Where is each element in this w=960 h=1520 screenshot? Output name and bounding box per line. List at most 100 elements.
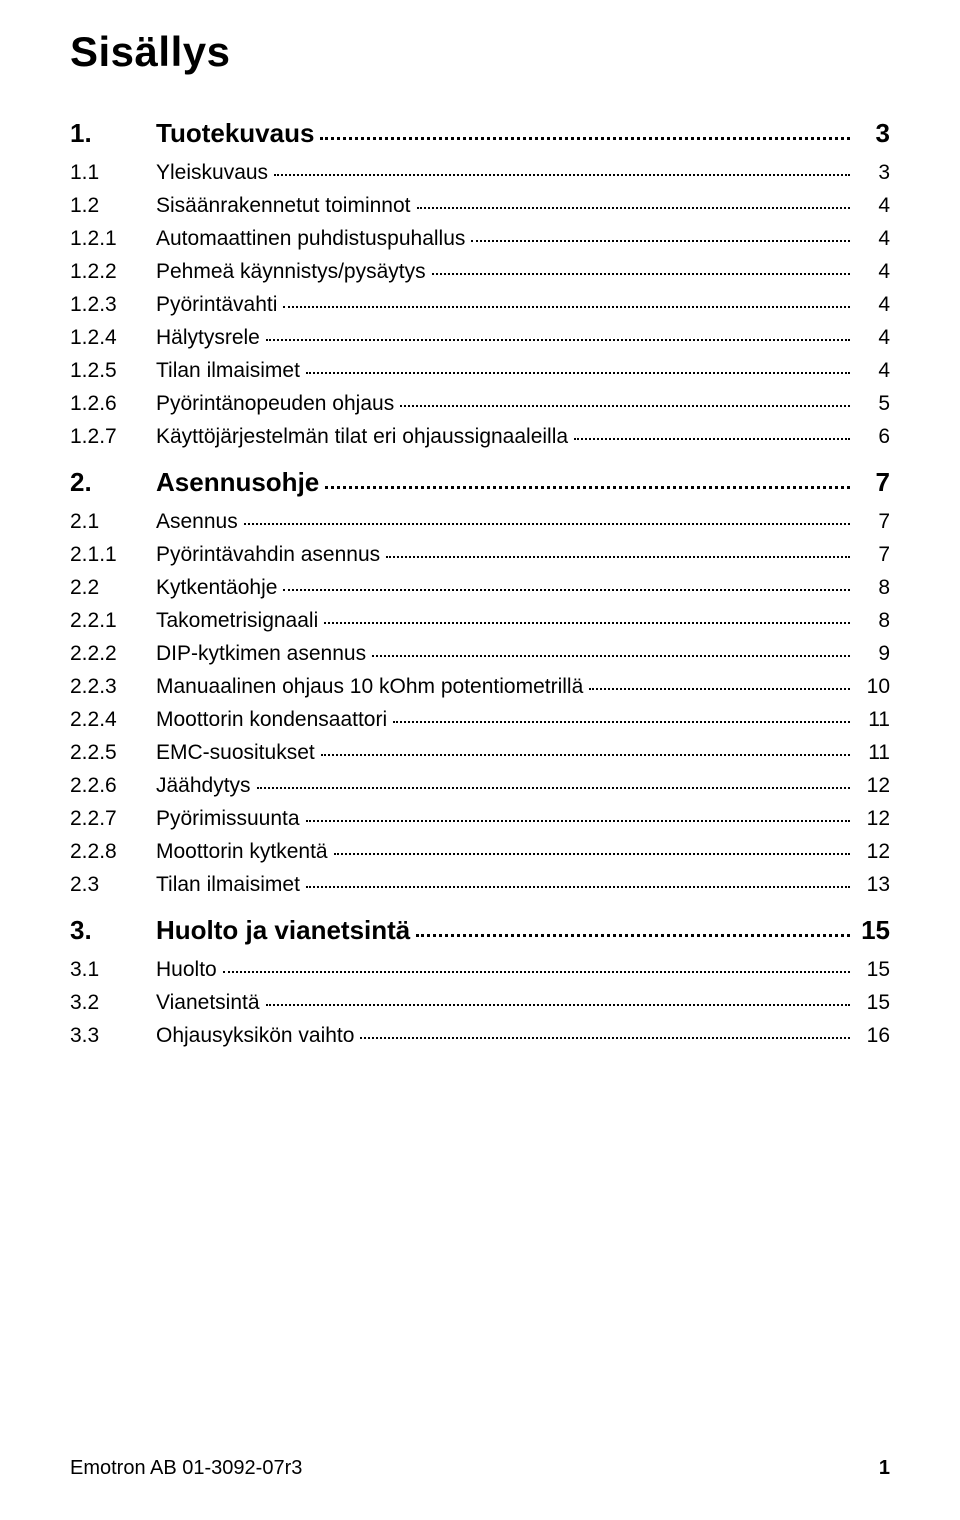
toc-entry-page: 4: [856, 359, 890, 383]
toc-leader-dots: [417, 207, 851, 209]
toc-entry-number: 3.1: [70, 958, 156, 982]
toc-entry[interactable]: 1.2.5Tilan ilmaisimet4: [70, 359, 890, 383]
toc-leader-dots: [266, 339, 850, 341]
toc-entry-label: Asennusohje: [156, 467, 319, 498]
toc-entry-number: 1.2.2: [70, 260, 156, 284]
page-title: Sisällys: [70, 28, 890, 76]
toc-entry-number: 2.2: [70, 576, 156, 600]
toc-leader-dots: [321, 754, 850, 756]
toc-entry[interactable]: 2.1.1Pyörintävahdin asennus7: [70, 543, 890, 567]
toc-entry[interactable]: 2.2.2DIP-kytkimen asennus9: [70, 642, 890, 666]
toc-leader-dots: [283, 589, 850, 591]
toc-entry[interactable]: 1.2.1Automaattinen puhdistuspuhallus4: [70, 227, 890, 251]
toc-entry-label: Jäähdytys: [156, 774, 251, 798]
toc-entry[interactable]: 2.3Tilan ilmaisimet13: [70, 873, 890, 897]
footer-product-code: Emotron AB 01-3092-07r3: [70, 1457, 302, 1480]
toc-entry[interactable]: 3.3Ohjausyksikön vaihto16: [70, 1024, 890, 1048]
toc-entry[interactable]: 2.2.6Jäähdytys12: [70, 774, 890, 798]
toc-entry-label: Pyörintävahti: [156, 293, 277, 317]
toc-entry-label: Sisäänrakennetut toiminnot: [156, 194, 411, 218]
toc-entry-number: 2.2.1: [70, 609, 156, 633]
toc-entry-number: 2.2.5: [70, 741, 156, 765]
toc-entry[interactable]: 2.2.1Takometrisignaali 8: [70, 609, 890, 633]
toc-leader-dots: [372, 655, 850, 657]
toc-entry-page: 4: [856, 260, 890, 284]
toc-leader-dots: [471, 240, 850, 242]
toc-entry-label: Asennus: [156, 510, 238, 534]
toc-leader-dots: [393, 721, 850, 723]
toc-entry-number: 3.2: [70, 991, 156, 1015]
toc-entry[interactable]: 1.2.7Käyttöjärjestelmän tilat eri ohjaus…: [70, 425, 890, 449]
toc-leader-dots: [257, 787, 850, 789]
toc-entry-number: 3.: [70, 915, 156, 946]
toc-entry-page: 12: [856, 807, 890, 831]
toc-entry-number: 1.2.7: [70, 425, 156, 449]
toc-entry[interactable]: 1.2Sisäänrakennetut toiminnot4: [70, 194, 890, 218]
toc-entry[interactable]: 1.Tuotekuvaus3: [70, 118, 890, 149]
toc-entry[interactable]: 1.2.3Pyörintävahti4: [70, 293, 890, 317]
toc-entry-page: 15: [856, 915, 890, 946]
toc-leader-dots: [306, 820, 850, 822]
toc-entry-label: EMC-suositukset: [156, 741, 315, 765]
toc-leader-dots: [244, 523, 850, 525]
toc-entry-number: 2.2.2: [70, 642, 156, 666]
toc-leader-dots: [320, 137, 850, 140]
toc-entry-page: 9: [856, 642, 890, 666]
toc-leader-dots: [416, 934, 850, 937]
toc-entry[interactable]: 3.Huolto ja vianetsintä 15: [70, 915, 890, 946]
toc-entry-page: 10: [856, 675, 890, 699]
toc-entry[interactable]: 2.Asennusohje7: [70, 467, 890, 498]
toc-entry[interactable]: 2.1Asennus 7: [70, 510, 890, 534]
toc-entry-label: Pyörimissuunta: [156, 807, 300, 831]
toc-entry[interactable]: 2.2.8Moottorin kytkentä12: [70, 840, 890, 864]
toc-entry-page: 12: [856, 774, 890, 798]
toc-entry[interactable]: 1.2.6Pyörintänopeuden ohjaus5: [70, 392, 890, 416]
toc-entry-number: 2.3: [70, 873, 156, 897]
toc-entry-label: Pyörintänopeuden ohjaus: [156, 392, 394, 416]
toc-entry-page: 12: [856, 840, 890, 864]
toc-leader-dots: [400, 405, 850, 407]
toc-entry[interactable]: 2.2.7Pyörimissuunta 12: [70, 807, 890, 831]
toc-entry-page: 8: [856, 576, 890, 600]
toc-entry[interactable]: 1.1Yleiskuvaus3: [70, 161, 890, 185]
toc-entry-number: 2.2.7: [70, 807, 156, 831]
toc-entry-page: 7: [856, 467, 890, 498]
toc-entry-label: Manuaalinen ohjaus 10 kOhm potentiometri…: [156, 675, 583, 699]
toc-entry[interactable]: 2.2.3Manuaalinen ohjaus 10 kOhm potentio…: [70, 675, 890, 699]
toc-entry[interactable]: 2.2.5EMC-suositukset 11: [70, 741, 890, 765]
toc-entry-number: 1.2.6: [70, 392, 156, 416]
toc-entry-label: Huolto ja vianetsintä: [156, 915, 410, 946]
toc-leader-dots: [589, 688, 850, 690]
toc-entry-number: 2.2.8: [70, 840, 156, 864]
footer: Emotron AB 01-3092-07r3 1: [70, 1457, 890, 1480]
toc-entry-number: 2.1: [70, 510, 156, 534]
toc-entry-number: 1.2.3: [70, 293, 156, 317]
toc-entry[interactable]: 3.2Vianetsintä15: [70, 991, 890, 1015]
toc-entry-page: 8: [856, 609, 890, 633]
toc-entry-label: Käyttöjärjestelmän tilat eri ohjaussigna…: [156, 425, 568, 449]
toc-entry-page: 16: [856, 1024, 890, 1048]
toc-entry[interactable]: 2.2Kytkentäohje8: [70, 576, 890, 600]
toc-entry-label: Tuotekuvaus: [156, 118, 314, 149]
toc-entry[interactable]: 1.2.2Pehmeä käynnistys/pysäytys 4: [70, 260, 890, 284]
toc-entry[interactable]: 2.2.4Moottorin kondensaattori11: [70, 708, 890, 732]
toc-entry-label: Takometrisignaali: [156, 609, 318, 633]
toc-entry-number: 1.2.4: [70, 326, 156, 350]
toc-entry-number: 2.2.4: [70, 708, 156, 732]
toc-entry-label: Pehmeä käynnistys/pysäytys: [156, 260, 426, 284]
toc-entry[interactable]: 3.1Huolto15: [70, 958, 890, 982]
toc-entry-label: Pyörintävahdin asennus: [156, 543, 380, 567]
toc-entry-label: Yleiskuvaus: [156, 161, 268, 185]
toc-leader-dots: [324, 622, 850, 624]
toc-leader-dots: [266, 1004, 850, 1006]
toc-entry-number: 3.3: [70, 1024, 156, 1048]
toc-entry-page: 13: [856, 873, 890, 897]
toc-leader-dots: [386, 556, 850, 558]
toc-entry-page: 4: [856, 227, 890, 251]
toc-leader-dots: [325, 486, 850, 489]
table-of-contents: 1.Tuotekuvaus31.1Yleiskuvaus31.2Sisäänra…: [70, 118, 890, 1048]
toc-entry-page: 11: [856, 741, 890, 765]
toc-entry-page: 7: [856, 510, 890, 534]
toc-entry-page: 3: [856, 161, 890, 185]
toc-entry[interactable]: 1.2.4Hälytysrele4: [70, 326, 890, 350]
